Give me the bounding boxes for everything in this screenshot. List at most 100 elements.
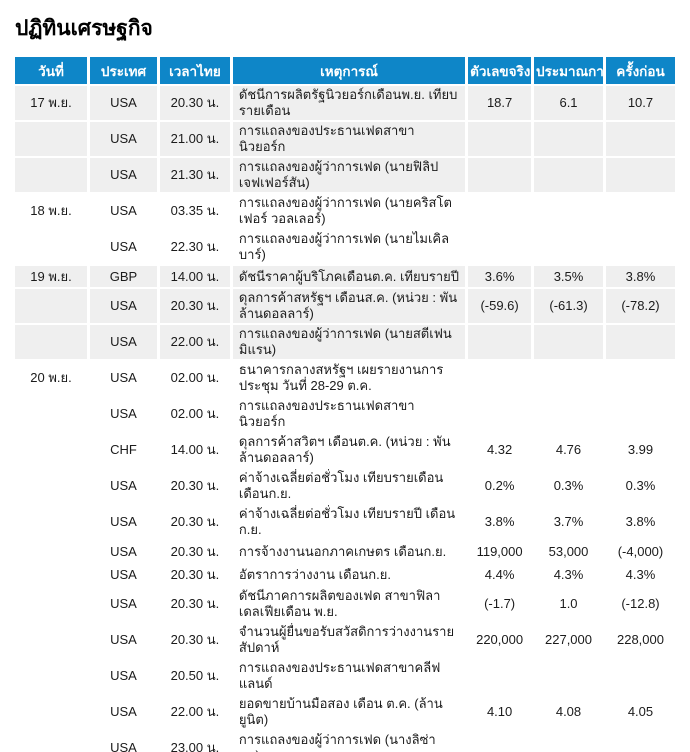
- cell-date: [15, 230, 87, 264]
- cell-forecast: 1.0: [534, 587, 603, 621]
- cell-forecast: [534, 230, 603, 264]
- cell-date: 18 พ.ย.: [15, 194, 87, 228]
- cell-forecast: [534, 325, 603, 359]
- cell-time: 21.30 น.: [159, 158, 230, 192]
- table-body: 17 พ.ย. USA 20.30 น. ดัชนีการผลิตรัฐนิวยอร์…: [15, 86, 675, 752]
- cell-event: ดัชนีราคาผู้บริโภคเดือนต.ค. เทียบรายปี: [232, 266, 466, 287]
- cell-previous: [605, 731, 675, 752]
- cell-actual: [468, 325, 532, 359]
- cell-time: 23.00 น.: [159, 731, 230, 752]
- cell-country: USA: [90, 230, 157, 264]
- cell-previous: 3.99: [605, 433, 675, 467]
- cell-date: [15, 731, 87, 752]
- cell-event: การแถลงของผู้ว่าการเฟด (นายคริสโตเฟอร์ ว…: [232, 194, 466, 228]
- cell-country: USA: [90, 541, 157, 562]
- cell-time: 14.00 น.: [159, 266, 230, 287]
- cell-time: 20.30 น.: [159, 541, 230, 562]
- cell-previous: 228,000: [605, 623, 675, 657]
- cell-date: [15, 587, 87, 621]
- cell-date: 19 พ.ย.: [15, 266, 87, 287]
- cell-date: [15, 541, 87, 562]
- table-row: 17 พ.ย. USA 20.30 น. ดัชนีการผลิตรัฐนิวยอร์…: [15, 86, 675, 120]
- cell-forecast: 227,000: [534, 623, 603, 657]
- table-row: USA 21.30 น. การแถลงของผู้ว่าการเฟด (นายฟิ…: [15, 158, 675, 192]
- cell-actual: 18.7: [468, 86, 532, 120]
- table-row: USA 22.00 น. การแถลงของผู้ว่าการเฟด (นายสต…: [15, 325, 675, 359]
- cell-time: 20.30 น.: [159, 289, 230, 323]
- cell-date: [15, 659, 87, 693]
- cell-event: ยอดขายบ้านมือสอง เดือน ต.ค. (ล้านยูนิต): [232, 695, 466, 729]
- cell-previous: 4.05: [605, 695, 675, 729]
- column-header-date: วันที่: [15, 57, 87, 84]
- cell-event: การแถลงของผู้ว่าการเฟด (นางลิซ่า คุก): [232, 731, 466, 752]
- cell-actual: 4.32: [468, 433, 532, 467]
- cell-forecast: 4.76: [534, 433, 603, 467]
- cell-actual: [468, 361, 532, 395]
- cell-date: [15, 433, 87, 467]
- cell-country: USA: [90, 731, 157, 752]
- cell-forecast: 6.1: [534, 86, 603, 120]
- cell-event: ธนาคารกลางสหรัฐฯ เผยรายงานการประชุม วันท…: [232, 361, 466, 395]
- economic-calendar-table: วันที่ ประเทศ เวลาไทย เหตุการณ์ ตัวเลขจริง ปร…: [12, 55, 678, 752]
- cell-event: ค่าจ้างเฉลี่ยต่อชั่วโมง เทียบรายปี เดือน…: [232, 505, 466, 539]
- cell-actual: (-1.7): [468, 587, 532, 621]
- cell-date: 20 พ.ย.: [15, 361, 87, 395]
- column-header-time: เวลาไทย: [159, 57, 230, 84]
- cell-forecast: [534, 122, 603, 156]
- cell-country: USA: [90, 194, 157, 228]
- cell-previous: [605, 325, 675, 359]
- cell-previous: [605, 659, 675, 693]
- cell-date: [15, 695, 87, 729]
- cell-time: 22.30 น.: [159, 230, 230, 264]
- cell-country: USA: [90, 659, 157, 693]
- cell-time: 20.30 น.: [159, 505, 230, 539]
- table-row: USA 20.50 น. การแถลงของประธานเฟดสาขาคลีฟแล…: [15, 659, 675, 693]
- cell-actual: 4.10: [468, 695, 532, 729]
- cell-forecast: 4.3%: [534, 564, 603, 585]
- cell-time: 20.50 น.: [159, 659, 230, 693]
- cell-forecast: 4.08: [534, 695, 603, 729]
- cell-previous: [605, 158, 675, 192]
- cell-time: 03.35 น.: [159, 194, 230, 228]
- cell-actual: [468, 230, 532, 264]
- cell-actual: [468, 731, 532, 752]
- cell-actual: 119,000: [468, 541, 532, 562]
- cell-previous: (-12.8): [605, 587, 675, 621]
- cell-previous: 3.8%: [605, 505, 675, 539]
- cell-country: USA: [90, 325, 157, 359]
- cell-forecast: [534, 194, 603, 228]
- cell-date: [15, 289, 87, 323]
- cell-actual: [468, 158, 532, 192]
- cell-actual: [468, 122, 532, 156]
- cell-event: การแถลงของประธานเฟดสาขานิวยอร์ก: [232, 397, 466, 431]
- cell-date: [15, 469, 87, 503]
- cell-event: การแถลงของผู้ว่าการเฟด (นายไมเคิล บาร์): [232, 230, 466, 264]
- cell-previous: [605, 397, 675, 431]
- cell-previous: [605, 230, 675, 264]
- cell-previous: 0.3%: [605, 469, 675, 503]
- cell-event: ค่าจ้างเฉลี่ยต่อชั่วโมง เทียบรายเดือน เด…: [232, 469, 466, 503]
- table-row: USA 23.00 น. การแถลงของผู้ว่าการเฟด (นางลิ…: [15, 731, 675, 752]
- cell-date: [15, 505, 87, 539]
- table-row: USA 20.30 น. ค่าจ้างเฉลี่ยต่อชั่วโมง เทียบ…: [15, 505, 675, 539]
- cell-date: [15, 623, 87, 657]
- table-row: 18 พ.ย. USA 03.35 น. การแถลงของผู้ว่าการเฟด…: [15, 194, 675, 228]
- column-header-actual: ตัวเลขจริง: [468, 57, 532, 84]
- cell-forecast: [534, 361, 603, 395]
- cell-actual: 0.2%: [468, 469, 532, 503]
- cell-forecast: [534, 659, 603, 693]
- cell-date: [15, 325, 87, 359]
- cell-event: อัตราการว่างงาน เดือนก.ย.: [232, 564, 466, 585]
- cell-time: 22.00 น.: [159, 325, 230, 359]
- cell-actual: 3.6%: [468, 266, 532, 287]
- column-header-forecast: ประมาณการ: [534, 57, 603, 84]
- table-row: USA 20.30 น. ดุลการค้าสหรัฐฯ เดือนส.ค. (หน…: [15, 289, 675, 323]
- table-row: 20 พ.ย. USA 02.00 น. ธนาคารกลางสหรัฐฯ เผยรา…: [15, 361, 675, 395]
- cell-forecast: [534, 158, 603, 192]
- cell-event: การจ้างงานนอกภาคเกษตร เดือนก.ย.: [232, 541, 466, 562]
- table-row: USA 20.30 น. ดัชนีภาคการผลิตของเฟด สาขาฟิล…: [15, 587, 675, 621]
- cell-time: 20.30 น.: [159, 469, 230, 503]
- page-title: ปฏิทินเศรษฐกิจ: [15, 17, 153, 40]
- table-header: วันที่ ประเทศ เวลาไทย เหตุการณ์ ตัวเลขจริง ปร…: [15, 57, 675, 84]
